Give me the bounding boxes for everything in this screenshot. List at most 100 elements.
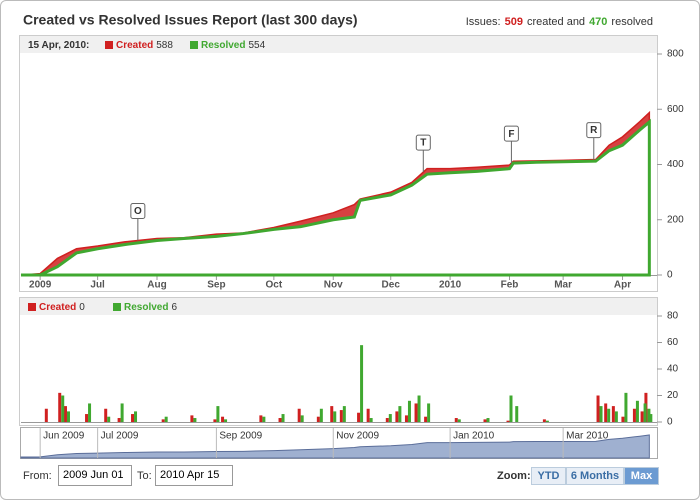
bar [339,410,343,422]
bar [161,419,165,422]
bar [44,408,48,422]
summary-text: resolved [611,16,653,28]
bar [388,414,392,422]
from-input[interactable]: 2009 Jun 01 [58,465,132,486]
bar [424,416,428,422]
legend-value: 588 [156,40,173,51]
y-tick-label: 80 [667,311,679,322]
zoom-button[interactable]: 6 Months [566,467,624,485]
x-tick-label: Sep [207,280,225,291]
bar [224,419,228,422]
bar [604,403,608,422]
bar [63,406,67,422]
flag [503,125,519,142]
bar [221,416,225,422]
legend: 15 Apr, 2010: [28,40,89,51]
zoom-label: Zoom: [497,470,531,482]
bar [66,411,70,422]
zoom-button[interactable]: YTD [531,467,566,485]
bar [259,415,263,422]
bar [611,406,615,422]
legend-date: 15 Apr, 2010: [28,40,89,51]
from-label: From: [23,470,52,482]
legend-swatch [190,41,198,49]
bar [599,406,603,422]
legend-item: Resolved 554 [201,40,266,51]
summary-label: Issues: [466,16,501,28]
x-tick-label: Aug [147,280,166,291]
x-tick-label: 2009 [29,280,52,291]
bottom-panel [19,297,658,426]
bar [319,408,323,422]
y-tick-label: 20 [667,390,679,401]
legend-name: Created [116,40,153,51]
bar [635,400,639,422]
bar [414,403,418,422]
bar [213,419,217,422]
zoom-button[interactable]: Max [624,467,659,485]
flag [130,202,146,219]
legend-swatch [105,41,113,49]
bar [542,419,546,422]
summary-text: created and [527,16,585,28]
bar [342,406,346,422]
bar [366,408,370,422]
navigator-area [20,434,650,459]
bar [360,345,364,422]
bar [417,395,421,422]
to-label: To: [137,470,152,482]
bar [369,418,373,422]
bar [190,415,194,422]
created-count: 509 [505,16,523,28]
bar [278,418,282,422]
bar [632,408,636,422]
x-tick-label: Nov [324,280,343,291]
bar [281,414,285,422]
navigator-label: Jan 2010 [453,431,495,442]
bar [614,411,618,422]
bar [647,408,651,422]
bar [164,416,168,422]
bar [457,419,461,422]
bar [316,416,320,422]
bar [607,408,611,422]
bar [300,415,304,422]
navigator-label: Sep 2009 [219,431,262,442]
bar [107,416,111,422]
bar [58,392,62,422]
legend-name: Resolved [201,40,245,51]
bar [88,403,92,422]
bar [104,408,108,422]
y-tick-label: 60 [667,337,679,348]
bar [407,400,411,422]
x-tick-label: Apr [614,280,631,291]
bar [134,411,138,422]
bar [395,411,399,422]
flag-label: F [508,129,514,140]
x-tick-label: Mar [554,280,572,291]
legend-value: 0 [79,302,85,313]
navigator-label: Jul 2009 [101,431,139,442]
flag-label: T [420,138,426,149]
y-tick-label: 600 [667,104,684,115]
y-tick-label: 800 [667,49,684,60]
bar [193,418,197,422]
legend-name: Created [39,302,76,313]
to-input[interactable]: 2010 Apr 15 [155,465,233,486]
y-tick-label: 0 [667,270,673,281]
area-line [21,118,651,277]
bar [297,408,301,422]
legend-value: 6 [171,302,177,313]
navigator-label: Mar 2010 [566,431,609,442]
bar [596,395,600,422]
x-tick-label: Jul [90,280,105,291]
x-tick-label: Dec [382,280,401,291]
bar [398,406,402,422]
bar [649,414,653,422]
bar [385,418,389,422]
flag [586,122,602,139]
legend-item: Created 588 [116,40,173,51]
navigator-label: Jun 2009 [43,431,85,442]
flag-label: O [134,206,142,217]
bar [643,403,647,422]
